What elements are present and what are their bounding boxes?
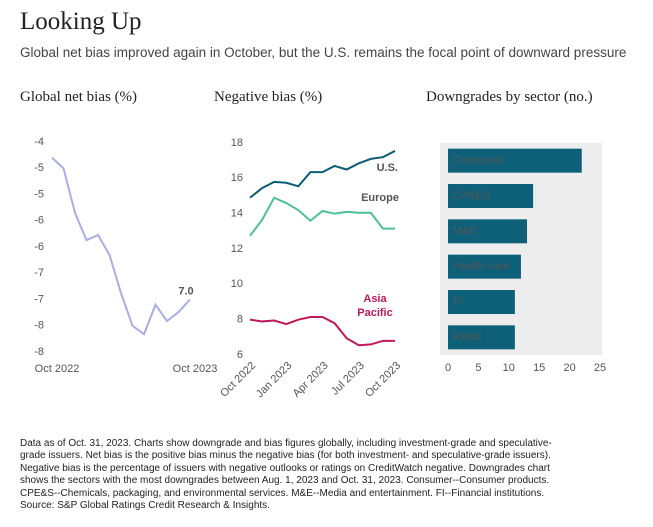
x-tick-label: Jan 2023	[254, 360, 294, 400]
chart-title: Downgrades by sector (no.)	[426, 89, 593, 105]
bar	[448, 290, 515, 314]
y-tick-label: -5	[34, 162, 44, 174]
series-label: U.S.	[377, 162, 398, 174]
x-tick-label: Oct 2022	[35, 363, 80, 375]
x-tick-label: 10	[503, 362, 515, 374]
x-tick-label: 20	[563, 362, 575, 374]
note-line: Negative bias is the percentage of issue…	[20, 462, 550, 474]
x-tick-label: Oct 2022	[218, 360, 258, 400]
y-tick-label: 10	[231, 278, 243, 290]
bar	[448, 219, 528, 244]
y-tick-label: 16	[231, 172, 243, 184]
note-line: shows the sectors with the most downgrad…	[20, 475, 550, 487]
y-tick-label: -8	[34, 346, 44, 358]
y-tick-label: 14	[231, 208, 243, 220]
value-label: 7.0	[178, 285, 193, 297]
y-tick-label: 6	[237, 349, 243, 361]
line	[249, 150, 396, 199]
x-tick-label: 25	[594, 362, 606, 374]
y-tick-label: 12	[231, 243, 243, 255]
y-tick-label: 8	[237, 314, 243, 326]
x-tick-label: 0	[445, 362, 451, 374]
bar-label: CP&ES	[453, 190, 490, 202]
y-tick-label: -7	[34, 293, 44, 305]
bar	[448, 325, 515, 350]
line	[249, 196, 395, 237]
series-label: Europe	[361, 192, 399, 204]
x-tick-label: Jul 2023	[329, 360, 367, 398]
page-title: Looking Up	[20, 8, 142, 35]
bar	[448, 184, 534, 208]
chart-title: Global net bias (%)	[20, 89, 138, 105]
y-tick-label: -6	[34, 215, 44, 227]
x-tick-label: 15	[533, 362, 545, 374]
y-tick-label: -6	[34, 241, 44, 253]
y-tick-label: 18	[231, 137, 243, 149]
y-tick-label: -8	[34, 320, 44, 332]
x-tick-label: Oct 2023	[173, 363, 218, 375]
line	[249, 316, 395, 347]
line	[51, 157, 191, 336]
y-tick-label: -4	[34, 136, 44, 148]
note-line: grade issuers. Net bias is the positive …	[20, 450, 551, 462]
note-line: Source: S&P Global Ratings Credit Resear…	[20, 500, 270, 512]
notes: Data as of Oct. 31, 2023. Charts show do…	[20, 438, 552, 512]
bar-label: Consumer	[453, 155, 504, 167]
bar-label: Health care	[453, 261, 509, 273]
chart-title: Negative bias (%)	[214, 89, 323, 105]
x-tick-label: Apr 2023	[291, 360, 331, 400]
y-tick-label: -7	[34, 267, 44, 279]
plot-background	[440, 143, 602, 355]
note-line: Data as of Oct. 31, 2023. Charts show do…	[20, 438, 552, 449]
y-tick-label: -5	[34, 188, 44, 200]
x-tick-label: 5	[475, 362, 481, 374]
note-line: CPE&S--Chemicals, packaging, and environ…	[20, 487, 545, 499]
page-subtitle: Global net bias improved again in Octobe…	[20, 45, 627, 60]
bar-label: M&E	[453, 225, 477, 237]
x-tick-label: Oct 2023	[363, 360, 403, 400]
bar	[448, 148, 582, 173]
bar	[448, 254, 521, 279]
series-label: Asia Pacific	[357, 293, 393, 319]
bar-label: FI	[453, 296, 463, 308]
bar-label: Retail	[453, 331, 481, 343]
